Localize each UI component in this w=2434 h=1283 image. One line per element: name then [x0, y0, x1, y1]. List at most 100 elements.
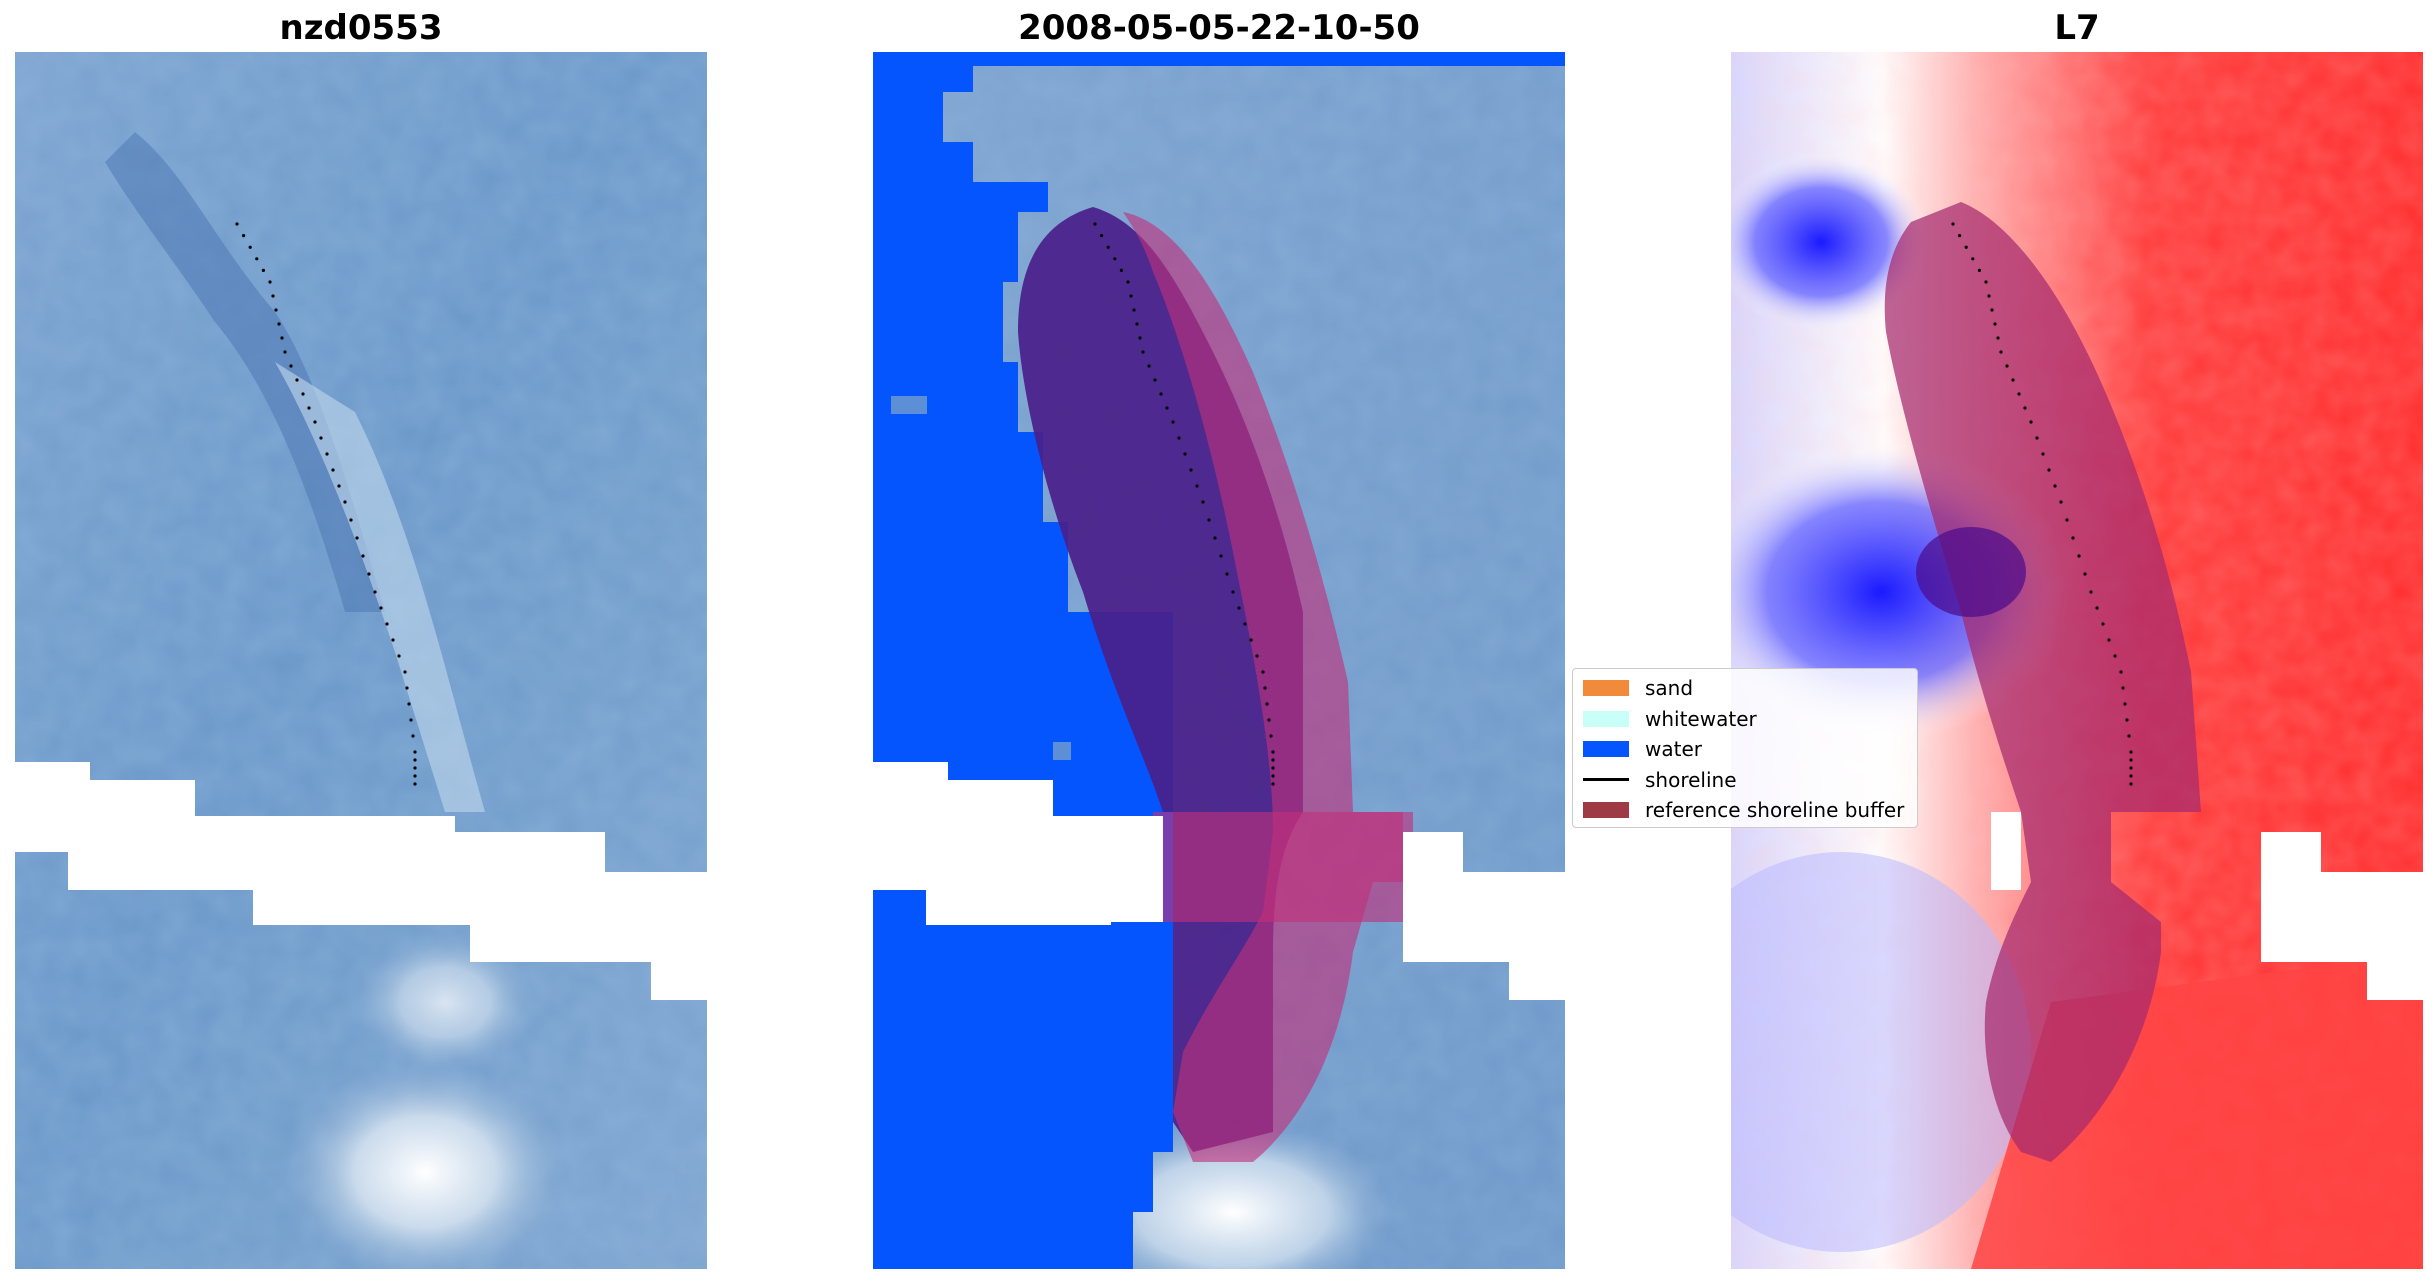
shoreline-point: [367, 572, 371, 576]
shoreline-point: [1265, 702, 1269, 706]
shoreline-point: [1964, 245, 1968, 249]
shoreline-point: [413, 766, 417, 770]
shoreline-point: [255, 257, 259, 261]
shoreline-point: [1951, 222, 1955, 226]
shoreline-point: [268, 280, 272, 284]
shoreline-point: [1093, 222, 1097, 226]
shoreline-point: [2059, 500, 2063, 504]
shoreline-point: [2047, 468, 2051, 472]
shoreline-point: [1195, 484, 1199, 488]
shoreline-point: [1255, 654, 1259, 658]
nodata-stripe: [15, 762, 707, 1000]
legend-label: water: [1645, 737, 1702, 762]
panel-title-index: L7: [2054, 8, 2100, 48]
shoreline-points: [1093, 222, 1275, 786]
shoreline-point: [325, 452, 329, 456]
shoreline-point: [2121, 686, 2125, 690]
legend-label: reference shoreline buffer: [1645, 798, 1905, 823]
shoreline-point: [1126, 280, 1130, 284]
shoreline-point: [2129, 750, 2133, 754]
shoreline-point: [1189, 468, 1193, 472]
shoreline-point: [2123, 702, 2127, 706]
shoreline-point: [2023, 406, 2027, 410]
legend: sand whitewater water shoreline referenc…: [1572, 668, 1918, 828]
shoreline-point: [1267, 718, 1271, 722]
shoreline-point: [1177, 436, 1181, 440]
shoreline-point: [355, 536, 359, 540]
shoreline-point: [343, 500, 347, 504]
shoreline-point: [2125, 718, 2129, 722]
shoreline-point: [1249, 638, 1253, 642]
shoreline-point: [289, 364, 293, 368]
shoreline-point: [1183, 452, 1187, 456]
shoreline-point: [2083, 572, 2087, 576]
shoreline-point: [1971, 257, 1975, 261]
water-class-region: [873, 52, 1565, 1269]
whitewater-patch-upper: [355, 932, 535, 1072]
shoreline-point: [2029, 420, 2033, 424]
shoreline-point: [1129, 294, 1133, 298]
water-class-speck: [1053, 742, 1071, 760]
shoreline-point: [1996, 336, 2000, 340]
shoreline-points: [1951, 222, 2133, 786]
shoreline-point: [1243, 622, 1247, 626]
shoreline-point: [2035, 436, 2039, 440]
shoreline-point: [413, 774, 417, 778]
whitewater-patch: [285, 1062, 565, 1269]
shoreline-point: [242, 234, 246, 238]
shoreline-point: [405, 686, 409, 690]
shoreline-point: [1171, 420, 1175, 424]
shoreline-point: [1138, 336, 1142, 340]
shoreline-point: [1207, 518, 1211, 522]
shoreline-point: [1225, 572, 1229, 576]
shoreline-point: [331, 468, 335, 472]
legend-label: shoreline: [1645, 767, 1737, 792]
shoreline-point: [1271, 758, 1275, 762]
dark-channel: [105, 132, 385, 612]
shoreline-point: [307, 406, 311, 410]
shoreline-point: [2113, 654, 2117, 658]
shoreline-point: [1165, 406, 1169, 410]
shoreline-point: [301, 392, 305, 396]
buffer-overlay-gap: [1153, 812, 1413, 922]
shoreline-point: [1977, 268, 1981, 272]
shoreline-point: [274, 308, 278, 312]
nodata-stripe-right: [2261, 832, 2423, 1000]
legend-item-whitewater: whitewater: [1583, 704, 1907, 735]
shoreline-points: [235, 222, 417, 786]
shoreline-point: [373, 590, 377, 594]
shoreline-point: [2129, 782, 2133, 786]
nodata-stripe-right: [1403, 832, 1565, 1000]
legend-item-shoreline: shoreline: [1583, 765, 1907, 796]
shoreline-point: [283, 350, 287, 354]
shoreline-point: [1106, 245, 1110, 249]
shoreline-point: [1984, 280, 1988, 284]
shoreline-point: [1213, 536, 1217, 540]
index-panel: [1731, 52, 2423, 1269]
sand-swatch: [1583, 680, 1629, 697]
shoreline-point: [1231, 590, 1235, 594]
shoreline-point: [271, 294, 275, 298]
shoreline-point: [248, 245, 252, 249]
rgb-image: [15, 52, 707, 1269]
shoreline-point: [1219, 554, 1223, 558]
shoreline-point: [1261, 670, 1265, 674]
classification-image: [873, 52, 1565, 1269]
buffer-swatch: [1583, 802, 1629, 819]
shoreline-point: [403, 670, 407, 674]
rgb-texture: [15, 52, 707, 1269]
shoreline-point: [2071, 536, 2075, 540]
shoreline-point: [295, 378, 299, 382]
shoreline-point: [413, 758, 417, 762]
shoreline-point: [337, 484, 341, 488]
shoreline-point: [235, 222, 239, 226]
shoreline-point: [2065, 518, 2069, 522]
nodata-stripe-left: [1991, 812, 2021, 890]
shoreline-point: [407, 702, 411, 706]
shoreline-point: [361, 554, 365, 558]
shoreline-point: [1153, 378, 1157, 382]
shoreline-point: [1271, 766, 1275, 770]
shoreline-point: [1100, 234, 1104, 238]
negative-index-patch: [1731, 152, 1931, 332]
buffer-overlay-land-side: [1123, 212, 1403, 1162]
